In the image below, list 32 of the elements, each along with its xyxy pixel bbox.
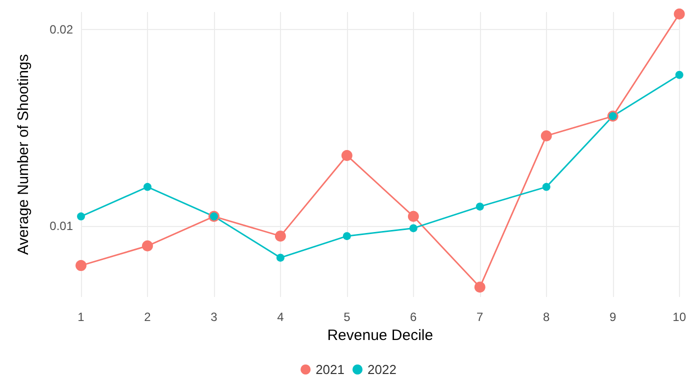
x-tick-label: 2 xyxy=(144,310,152,324)
legend-label: 2022 xyxy=(368,362,396,377)
point xyxy=(76,260,86,272)
point xyxy=(143,182,152,191)
x-tick-label: 8 xyxy=(543,310,550,324)
point xyxy=(77,212,85,220)
y-tick-label: 0.01 xyxy=(50,219,74,234)
x-tick-label: 1 xyxy=(78,310,85,324)
x-tick-label: 10 xyxy=(672,310,686,324)
y-axis-title: Average Number of Shootings xyxy=(15,54,32,255)
point xyxy=(341,150,352,161)
point xyxy=(540,130,552,142)
point xyxy=(409,224,418,232)
x-tick-label: 6 xyxy=(410,310,418,324)
legend-label: 2021 xyxy=(316,362,344,377)
point xyxy=(542,182,550,191)
point xyxy=(476,202,484,211)
x-tick-label: 3 xyxy=(210,310,218,324)
y-tick-label: 0.02 xyxy=(50,22,74,37)
x-tick-label: 4 xyxy=(277,310,284,324)
point xyxy=(474,282,486,293)
point xyxy=(674,8,685,20)
x-tick-label: 7 xyxy=(476,310,484,324)
point xyxy=(342,232,351,240)
point xyxy=(276,254,284,262)
point xyxy=(408,210,419,222)
x-tick-label: 9 xyxy=(610,310,616,324)
x-tick-label: 5 xyxy=(344,310,351,324)
point xyxy=(675,70,684,79)
point xyxy=(274,230,286,242)
point xyxy=(142,240,153,252)
x-axis-title: Revenue Decile xyxy=(327,326,434,344)
